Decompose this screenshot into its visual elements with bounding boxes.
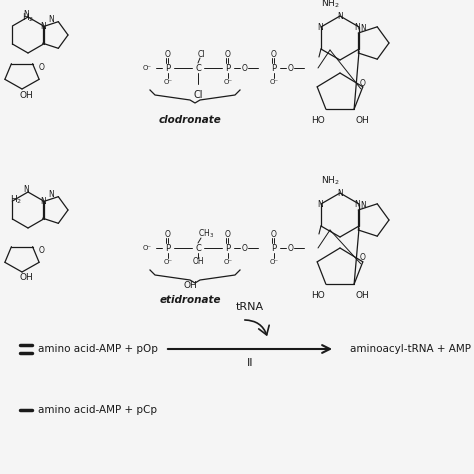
Text: N: N bbox=[317, 22, 323, 31]
Text: P: P bbox=[226, 244, 230, 253]
Text: C: C bbox=[195, 244, 201, 253]
Text: O: O bbox=[165, 229, 171, 238]
Text: P: P bbox=[272, 64, 276, 73]
Text: O⁻: O⁻ bbox=[269, 79, 279, 85]
Text: O: O bbox=[165, 49, 171, 58]
Text: N: N bbox=[337, 11, 343, 20]
Text: N: N bbox=[317, 200, 323, 209]
Text: OH: OH bbox=[355, 116, 369, 125]
Text: O⁻: O⁻ bbox=[269, 259, 279, 265]
Text: O: O bbox=[39, 63, 45, 72]
Text: amino acid-AMP + pCp: amino acid-AMP + pCp bbox=[38, 405, 157, 415]
Text: OH: OH bbox=[20, 273, 34, 283]
Text: N: N bbox=[361, 24, 366, 33]
Text: O: O bbox=[225, 49, 231, 58]
Text: tRNA: tRNA bbox=[236, 302, 264, 312]
Text: Cl: Cl bbox=[193, 90, 203, 100]
Text: etidronate: etidronate bbox=[159, 295, 221, 305]
Text: N: N bbox=[23, 184, 29, 193]
Text: OH: OH bbox=[192, 257, 204, 266]
Text: O: O bbox=[242, 64, 248, 73]
Text: NH$_2$: NH$_2$ bbox=[321, 175, 339, 187]
Text: OH: OH bbox=[183, 282, 197, 291]
Text: NH$_2$: NH$_2$ bbox=[321, 0, 339, 10]
Text: N: N bbox=[361, 201, 366, 210]
Text: H$_2$: H$_2$ bbox=[22, 12, 34, 24]
Text: amino acid-AMP + pOp: amino acid-AMP + pOp bbox=[38, 344, 158, 354]
Text: O⁻: O⁻ bbox=[223, 259, 233, 265]
Text: N: N bbox=[23, 9, 29, 18]
Text: OH: OH bbox=[20, 91, 34, 100]
Text: N: N bbox=[41, 197, 46, 206]
Text: HO: HO bbox=[311, 291, 325, 300]
Text: O: O bbox=[271, 229, 277, 238]
Text: Cl: Cl bbox=[197, 49, 205, 58]
Text: O: O bbox=[242, 244, 248, 253]
Text: clodronate: clodronate bbox=[159, 115, 221, 125]
Text: P: P bbox=[165, 244, 171, 253]
Text: H$_2$: H$_2$ bbox=[10, 194, 22, 206]
Text: II: II bbox=[247, 358, 253, 368]
Text: P: P bbox=[226, 64, 230, 73]
Text: OH: OH bbox=[355, 291, 369, 300]
Text: P: P bbox=[165, 64, 171, 73]
Text: N: N bbox=[41, 21, 46, 30]
FancyArrowPatch shape bbox=[245, 320, 269, 335]
Text: O: O bbox=[225, 229, 231, 238]
Text: N: N bbox=[49, 190, 55, 199]
Text: O: O bbox=[288, 64, 294, 73]
Text: N: N bbox=[354, 200, 360, 209]
Text: O: O bbox=[271, 49, 277, 58]
Text: P: P bbox=[272, 244, 276, 253]
Text: O⁻: O⁻ bbox=[143, 65, 152, 71]
Text: O⁻: O⁻ bbox=[164, 79, 173, 85]
Text: O⁻: O⁻ bbox=[223, 79, 233, 85]
Text: HO: HO bbox=[311, 116, 325, 125]
Text: N: N bbox=[337, 189, 343, 198]
Text: O: O bbox=[360, 254, 366, 263]
Text: aminoacyl-tRNA + AMP: aminoacyl-tRNA + AMP bbox=[350, 344, 471, 354]
Text: CH$_3$: CH$_3$ bbox=[198, 228, 214, 240]
Text: O: O bbox=[360, 79, 366, 88]
Text: O: O bbox=[39, 246, 45, 255]
Text: O⁻: O⁻ bbox=[164, 259, 173, 265]
Text: N: N bbox=[49, 15, 55, 24]
Text: N: N bbox=[354, 22, 360, 31]
Text: O⁻: O⁻ bbox=[143, 245, 152, 251]
Text: O: O bbox=[288, 244, 294, 253]
Text: C: C bbox=[195, 64, 201, 73]
